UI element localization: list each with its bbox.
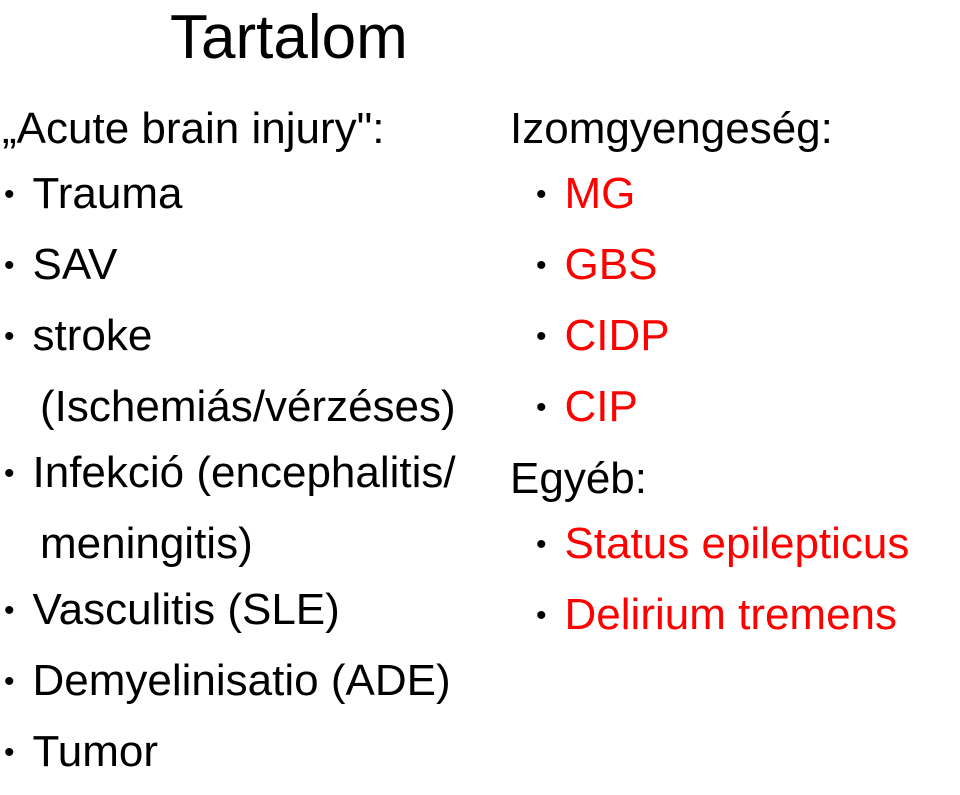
left-column: „Acute brain injury": • Trauma • SAV • s… <box>0 100 498 795</box>
list-label: Status epilepticus <box>565 516 910 572</box>
list-item: • Tumor <box>2 724 498 785</box>
list-item: • GBS <box>534 237 960 298</box>
right-header-1: Izomgyengeség: <box>510 100 960 158</box>
list-label: CIP <box>565 379 638 435</box>
bullet-icon: • <box>4 309 15 365</box>
bullet-icon: • <box>536 588 547 644</box>
bullet-icon: • <box>4 238 15 294</box>
left-header: „Acute brain injury": <box>2 100 498 158</box>
bullet-icon: • <box>536 380 547 436</box>
list-label: Infekció (encephalitis/ <box>33 445 456 501</box>
bullet-icon: • <box>4 583 15 639</box>
bullet-icon: • <box>536 309 547 365</box>
list-item: • CIDP <box>534 308 960 369</box>
list-label: Tumor <box>33 724 159 780</box>
bullet-icon: • <box>4 654 15 710</box>
list-label: CIDP <box>565 308 670 364</box>
list-label: SAV <box>33 237 118 293</box>
list-label: stroke <box>33 308 153 364</box>
list-item: • SAV <box>2 237 498 298</box>
list-label: Demyelinisatio (ADE) <box>33 653 451 709</box>
bullet-icon: • <box>4 725 15 781</box>
list-label: MG <box>565 166 636 222</box>
list-label: Vasculitis (SLE) <box>33 582 340 638</box>
list-item: • stroke <box>2 308 498 369</box>
content-columns: „Acute brain injury": • Trauma • SAV • s… <box>0 100 960 795</box>
list-item: • Trauma <box>2 166 498 227</box>
list-label: GBS <box>565 237 658 293</box>
list-item: • Delirium tremens <box>534 587 960 648</box>
list-item: • Vasculitis (SLE) <box>2 582 498 643</box>
bullet-icon: • <box>536 238 547 294</box>
list-item: • MG <box>534 166 960 227</box>
bullet-icon: • <box>536 517 547 573</box>
list-label: Delirium tremens <box>565 587 898 643</box>
right-header-2: Egyéb: <box>510 450 960 508</box>
list-label: Trauma <box>33 166 183 222</box>
indent-line: meningitis) <box>2 516 498 572</box>
bullet-icon: • <box>4 446 15 502</box>
bullet-icon: • <box>4 167 15 223</box>
page-title: Tartalom <box>170 2 408 73</box>
right-column: Izomgyengeség: • MG • GBS • CIDP • CIP E… <box>498 100 960 795</box>
list-item: • Demyelinisatio (ADE) <box>2 653 498 714</box>
list-item: • CIP <box>534 379 960 440</box>
list-item: • Infekció (encephalitis/ <box>2 445 498 506</box>
bullet-icon: • <box>536 167 547 223</box>
indent-line: (Ischemiás/vérzéses) <box>2 379 498 435</box>
list-item: • Status epilepticus <box>534 516 960 577</box>
